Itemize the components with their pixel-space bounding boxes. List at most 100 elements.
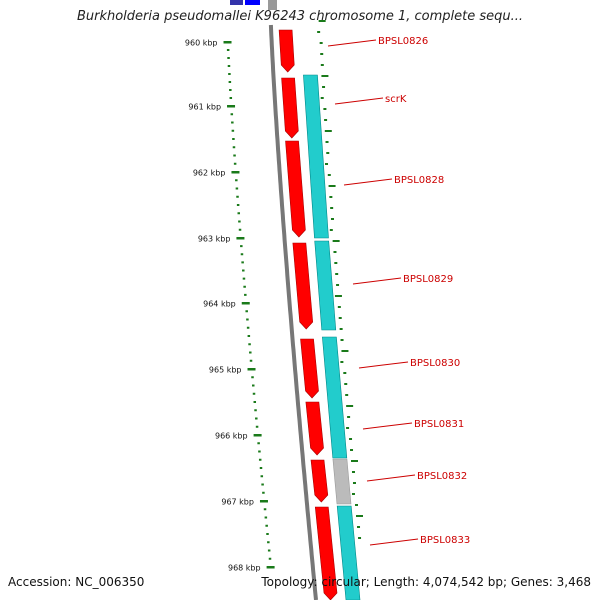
tick-minor-mark [231, 121, 234, 124]
strand-marker [321, 75, 329, 77]
tick-minor-mark [264, 516, 268, 519]
strand-marker [333, 251, 337, 253]
tick-mark [236, 237, 245, 240]
strand-marker [354, 504, 358, 506]
tick-minor-mark [226, 49, 230, 51]
tick-minor-mark [243, 285, 246, 288]
top-feature-dark [230, 0, 243, 5]
gene-leader-line [343, 178, 393, 186]
tick-minor-mark [248, 343, 251, 346]
map-title: Burkholderia pseudomallei K96243 chromos… [76, 9, 524, 24]
tick-label: 963 kbp [198, 235, 231, 244]
tick-minor-mark [233, 162, 237, 165]
tick-minor-mark [255, 425, 259, 428]
forward-feature [314, 506, 338, 601]
tick-mark [223, 41, 232, 44]
strand-marker [329, 196, 333, 198]
strand-marker [330, 218, 334, 220]
gene-leader-line [352, 277, 402, 285]
gene-label: BPSL0833 [420, 535, 470, 546]
strand-marker [351, 471, 355, 473]
tick-minor-mark [238, 228, 242, 231]
tick-mark [259, 500, 268, 503]
strand-marker [327, 174, 331, 176]
strand-marker [357, 526, 361, 528]
gene-leader-line [362, 422, 413, 430]
strand-marker [337, 306, 341, 308]
tick-minor-mark [236, 204, 240, 206]
tick-minor-mark [253, 401, 257, 403]
tick-minor-mark [227, 65, 231, 67]
forward-feature [278, 29, 295, 73]
strand-marker [335, 273, 339, 275]
strand-marker [349, 438, 353, 440]
tick-minor-mark [230, 113, 234, 116]
tick-minor-mark [235, 179, 238, 182]
tick-minor-mark [265, 524, 268, 527]
tick-minor-mark [242, 277, 246, 280]
forward-feature [281, 77, 299, 139]
tick-minor-mark [249, 359, 253, 362]
cds-feature [322, 336, 348, 459]
strand-marker [346, 427, 350, 429]
gene-label: BPSL0832 [417, 471, 467, 482]
tick-minor-mark [242, 269, 245, 272]
tick-minor-mark [229, 97, 233, 99]
gene-label: BPSL0831 [414, 419, 464, 430]
strand-marker [347, 416, 351, 418]
tick-minor-mark [246, 318, 249, 321]
tick-label: 967 kbp [221, 498, 254, 507]
strand-marker [325, 141, 329, 143]
tick-minor-mark [258, 450, 261, 453]
tick-label: 960 kbp [185, 39, 218, 48]
tick-minor-mark [227, 57, 230, 59]
tick-minor-mark [267, 541, 270, 544]
backbone-line [268, 24, 318, 601]
strand-marker [322, 86, 326, 88]
tick-minor-mark [258, 458, 262, 461]
tick-minor-mark [232, 138, 235, 140]
tick-minor-mark [254, 409, 257, 412]
accession-text: Accession: NC_006350 [8, 575, 145, 589]
strand-marker [344, 383, 348, 385]
strand-marker [332, 240, 340, 242]
strand-marker [351, 460, 359, 462]
gene-leader-line [369, 538, 419, 546]
tick-minor-mark [251, 376, 254, 379]
tick-mark [247, 368, 256, 371]
strand-marker [320, 53, 324, 55]
tick-mark [231, 171, 240, 174]
tick-minor-mark [261, 483, 264, 486]
strand-marker [338, 317, 342, 319]
tick-minor-mark [245, 310, 248, 313]
gene-leader-line [334, 97, 384, 105]
tick-minor-mark [240, 245, 243, 248]
tick-label: 962 kbp [193, 169, 226, 178]
tick-minor-mark [236, 195, 239, 198]
strand-marker [317, 31, 321, 33]
tick-minor-mark [228, 81, 232, 83]
forward-feature [285, 140, 306, 238]
tick-minor-mark [228, 73, 231, 75]
strand-marker [340, 361, 344, 363]
strand-marker [346, 405, 354, 407]
tick-mark [266, 566, 275, 569]
tick-minor-mark [233, 154, 236, 157]
forward-feature [305, 401, 324, 456]
strand-marker [351, 493, 355, 495]
strand-marker [319, 42, 323, 44]
tick-mark [253, 434, 262, 437]
strand-marker [334, 262, 338, 264]
gene-label: BPSL0830 [410, 358, 460, 369]
gene-leader-line [327, 39, 377, 47]
tick-minor-mark [268, 557, 272, 560]
tick-minor-mark [238, 220, 241, 223]
gene-label: BPSL0828 [394, 175, 444, 186]
gene-label: BPSL0829 [403, 274, 453, 285]
tick-minor-mark [266, 533, 269, 535]
strand-marker [339, 328, 343, 330]
tick-mark [241, 302, 250, 305]
strand-marker [324, 119, 328, 121]
gene-label: scrK [385, 94, 407, 105]
